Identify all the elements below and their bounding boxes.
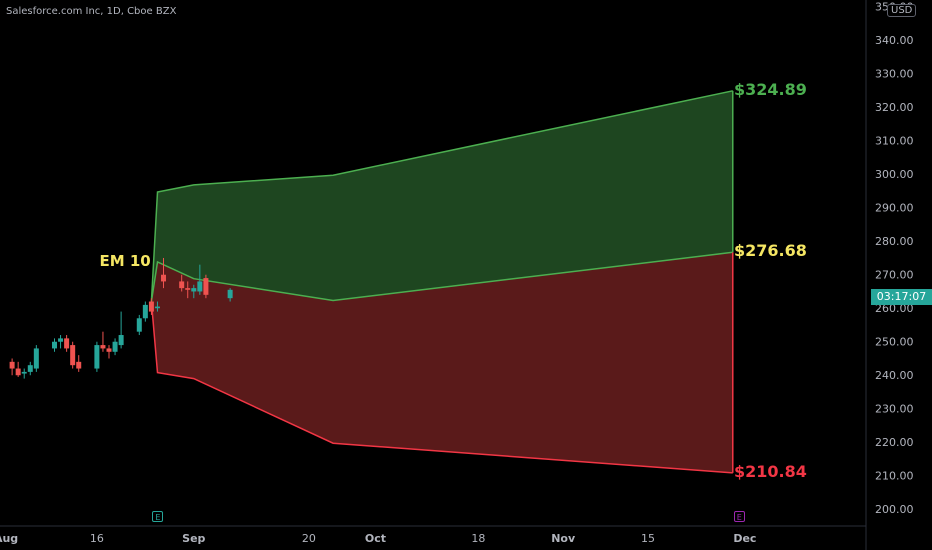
candle-body [148,301,154,312]
candle-body [161,274,167,282]
candle-body [15,368,21,376]
y-tick-label: 300.00 [875,168,914,181]
candle-body [106,348,112,352]
upper-band-fill [151,90,733,302]
current-price-tag: 03:17:07 [871,288,932,305]
mid-bound-line [150,251,733,302]
candle-body [76,361,82,369]
candle-body [179,281,185,289]
y-tick-label: 310.00 [875,135,914,148]
y-tick-label: 330.00 [875,68,914,81]
y-tick-label: 320.00 [875,101,914,114]
lower-bound-callout: $210.84 [734,461,807,481]
y-tick-label: 210.00 [875,470,914,483]
candle-body [197,281,203,292]
x-tick-label: Oct [365,532,386,545]
x-tick-label: Sep [182,532,205,545]
x-axis-ticks[interactable]: Aug 16 Sep 20 Oct 18 Nov 15 Dec [0,532,756,545]
x-tick-label: 18 [471,532,485,545]
x-tick-label: Dec [733,532,756,545]
y-tick-label: 260.00 [875,302,914,315]
earnings-event-icon[interactable]: E [152,511,164,522]
y-tick-label: 290.00 [875,202,914,215]
y-tick-label: 200.00 [875,503,914,516]
em-label: EM 10 [99,251,151,270]
candle-body [94,345,100,369]
upper-bound-callout: $324.89 [734,79,807,99]
candle-body [142,304,148,319]
x-tick-label: Nov [551,532,576,545]
y-tick-label: 220.00 [875,436,914,449]
candle-body [70,345,76,366]
candle-body [136,318,142,332]
y-tick-label: 230.00 [875,403,914,416]
y-tick-label: 270.00 [875,269,914,282]
mid-bound-callout: $276.68 [734,241,807,261]
candlesticks [9,257,233,379]
y-tick-label: 250.00 [875,336,914,349]
candle-body [118,335,124,346]
candle-body [112,341,118,352]
expected-move-lines [150,90,734,474]
candle-body [27,365,33,372]
candle-body [100,345,106,349]
candle-body [154,306,160,309]
x-tick-label: 15 [641,532,655,545]
candle-body [21,371,27,374]
candle-body [227,289,233,299]
candle-body [33,348,39,369]
x-tick-label: 16 [90,532,104,545]
x-tick-label: 20 [302,532,316,545]
earnings-event-icon[interactable]: E [733,511,745,522]
x-tick-label: Aug [0,532,18,545]
y-axis-ticks[interactable]: 200.00 210.00 220.00 230.00 240.00 250.00 260.… [875,1,914,517]
expected-move-fills [151,90,733,473]
currency-button[interactable]: USD [887,4,917,17]
y-tick-label: 280.00 [875,235,914,248]
candle-body [203,278,209,295]
y-tick-label: 340.00 [875,34,914,47]
candle-body [191,288,197,292]
lower-band-fill [151,252,733,473]
y-tick-label: 240.00 [875,369,914,382]
candle-body [58,338,64,342]
candle-body [185,288,191,290]
chart-title: Salesforce.com Inc, 1D, Cboe BZX [6,6,177,17]
candle-body [52,341,58,349]
candle-body [9,361,15,369]
upper-bound-line [150,90,733,302]
candle-body [64,338,70,349]
lower-bound-line [150,301,733,474]
